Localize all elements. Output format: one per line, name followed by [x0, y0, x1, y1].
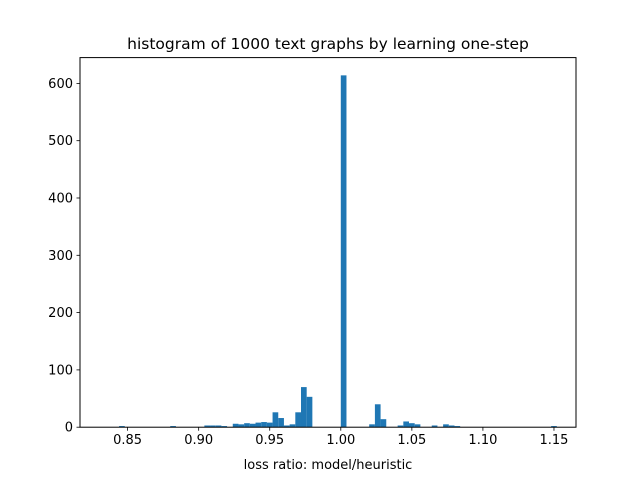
- histogram-bar: [221, 426, 228, 428]
- histogram-bars: [119, 75, 557, 428]
- y-tick-label: 200: [48, 306, 73, 321]
- y-axis-ticks: 0 100 200 300 400 500 600: [48, 77, 80, 436]
- x-tick-label: 0.90: [184, 433, 213, 448]
- histogram-bar: [244, 423, 250, 428]
- histogram-bar: [232, 423, 239, 428]
- histogram-bar: [340, 75, 347, 428]
- histogram-bar: [278, 418, 284, 428]
- histogram-bar: [551, 426, 557, 428]
- x-tick-label: 1.15: [539, 433, 568, 448]
- histogram-bar: [431, 425, 438, 428]
- histogram-bar: [215, 425, 222, 428]
- histogram-bar: [255, 422, 262, 428]
- y-tick-label: 500: [48, 134, 73, 149]
- y-tick-label: 100: [48, 363, 73, 378]
- histogram-bar: [301, 387, 307, 428]
- histogram-bar: [380, 419, 387, 428]
- histogram-bar: [204, 425, 211, 428]
- histogram-bar: [403, 421, 409, 428]
- histogram-bar: [170, 426, 176, 428]
- histogram-bar: [210, 425, 216, 428]
- y-tick-label: 400: [48, 191, 73, 206]
- histogram-bar: [119, 426, 125, 428]
- histogram-bar: [261, 422, 267, 428]
- histogram-bar: [238, 424, 245, 428]
- y-tick-label: 300: [48, 249, 73, 264]
- x-tick-label: 0.95: [255, 433, 284, 448]
- histogram-bar: [397, 425, 404, 428]
- histogram-bar: [249, 423, 256, 428]
- histogram-bar: [374, 404, 381, 428]
- plot-frame: [79, 57, 577, 428]
- x-axis-ticks: 0.85 0.90 0.95 1.00 1.05 1.10 1.15: [113, 427, 568, 448]
- x-tick-label: 1.10: [468, 433, 497, 448]
- histogram-bar: [369, 424, 375, 428]
- histogram-bar: [306, 396, 313, 428]
- histogram-bar: [409, 423, 415, 428]
- x-tick-label: 1.05: [397, 433, 426, 448]
- histogram-bar: [283, 425, 290, 428]
- histogram-bar: [289, 424, 296, 428]
- y-tick-label: 0: [65, 421, 73, 436]
- chart-title: histogram of 1000 text graphs by learnin…: [127, 35, 529, 53]
- y-tick-label: 600: [48, 77, 73, 92]
- histogram-bar: [295, 412, 301, 428]
- x-axis-label: loss ratio: model/heuristic: [244, 458, 413, 473]
- histogram-bar: [272, 412, 279, 428]
- x-tick-label: 1.00: [326, 433, 355, 448]
- histogram-bar: [448, 425, 455, 428]
- histogram-bar: [414, 424, 421, 428]
- histogram-bar: [443, 424, 449, 428]
- x-tick-label: 0.85: [113, 433, 142, 448]
- histogram-bar: [266, 422, 273, 428]
- histogram-bar: [454, 426, 461, 428]
